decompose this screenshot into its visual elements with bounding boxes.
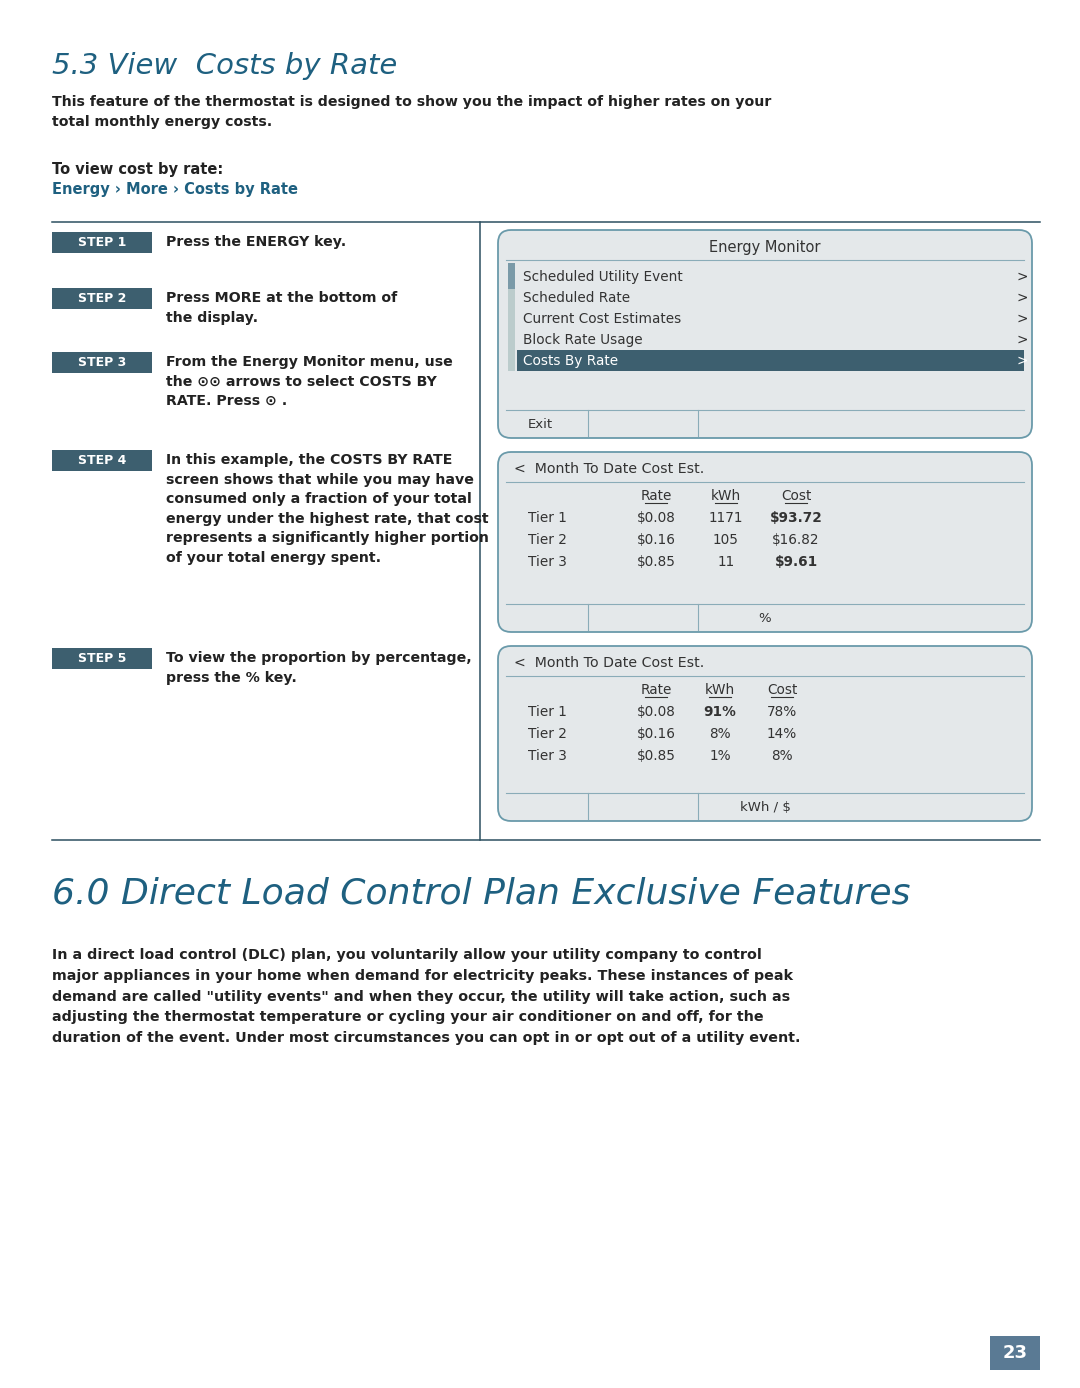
Text: Press MORE at the bottom of
the display.: Press MORE at the bottom of the display. xyxy=(166,291,397,325)
Text: 1171: 1171 xyxy=(708,511,743,525)
FancyBboxPatch shape xyxy=(498,452,1032,632)
Text: 23: 23 xyxy=(1002,1344,1027,1362)
Text: STEP 3: STEP 3 xyxy=(78,355,126,369)
FancyBboxPatch shape xyxy=(498,230,1032,439)
Text: This feature of the thermostat is designed to show you the impact of higher rate: This feature of the thermostat is design… xyxy=(52,94,771,129)
Text: In a direct load control (DLC) plan, you voluntarily allow your utility company : In a direct load control (DLC) plan, you… xyxy=(52,948,800,1045)
Text: Rate: Rate xyxy=(640,489,672,502)
Bar xyxy=(508,262,515,371)
Text: 105: 105 xyxy=(713,533,739,547)
Text: >: > xyxy=(1016,354,1028,368)
Text: 14%: 14% xyxy=(767,727,797,741)
Text: Press the ENERGY key.: Press the ENERGY key. xyxy=(166,235,347,248)
Text: >: > xyxy=(1016,333,1028,347)
Text: 1%: 1% xyxy=(710,750,731,763)
Text: <  Month To Date Cost Est.: < Month To Date Cost Est. xyxy=(514,462,704,476)
Text: Rate: Rate xyxy=(640,683,672,697)
Text: Scheduled Utility Event: Scheduled Utility Event xyxy=(523,269,683,283)
Text: <  Month To Date Cost Est.: < Month To Date Cost Est. xyxy=(514,657,704,670)
Text: $0.16: $0.16 xyxy=(636,533,675,547)
Text: STEP 1: STEP 1 xyxy=(78,236,126,248)
Text: Cost: Cost xyxy=(767,683,797,697)
Text: STEP 2: STEP 2 xyxy=(78,291,126,305)
Text: %: % xyxy=(758,612,771,625)
Text: To view the proportion by percentage,
press the % key.: To view the proportion by percentage, pr… xyxy=(166,651,472,684)
Text: $9.61: $9.61 xyxy=(774,555,818,569)
Text: Block Rate Usage: Block Rate Usage xyxy=(523,333,643,347)
Text: Energy Monitor: Energy Monitor xyxy=(710,240,821,254)
Text: >: > xyxy=(1016,311,1028,326)
Text: $0.85: $0.85 xyxy=(636,555,675,569)
Text: kWh: kWh xyxy=(705,683,735,697)
Text: STEP 4: STEP 4 xyxy=(78,454,126,466)
Text: Energy › More › Costs by Rate: Energy › More › Costs by Rate xyxy=(52,182,298,197)
Text: Tier 1: Tier 1 xyxy=(528,705,567,719)
Bar xyxy=(52,232,152,253)
Text: kWh / $: kWh / $ xyxy=(740,801,791,813)
Text: Current Cost Estimates: Current Cost Estimates xyxy=(523,311,681,326)
Text: To view cost by rate:: To view cost by rate: xyxy=(52,162,224,178)
Text: 5.3 View  Costs by Rate: 5.3 View Costs by Rate xyxy=(52,51,397,81)
Text: $16.82: $16.82 xyxy=(772,533,820,547)
Text: 8%: 8% xyxy=(710,727,731,741)
Text: Exit: Exit xyxy=(527,418,553,430)
Text: 11: 11 xyxy=(717,555,734,569)
Text: $0.08: $0.08 xyxy=(636,511,675,525)
Bar xyxy=(990,1337,1040,1370)
Text: Scheduled Rate: Scheduled Rate xyxy=(523,290,630,304)
Bar xyxy=(517,350,1024,371)
Text: In this example, the COSTS BY RATE
screen shows that while you may have
consumed: In this example, the COSTS BY RATE scree… xyxy=(166,452,489,565)
Text: >: > xyxy=(1016,290,1028,304)
Bar xyxy=(52,450,152,471)
Text: 6.0 Direct Load Control Plan Exclusive Features: 6.0 Direct Load Control Plan Exclusive F… xyxy=(52,876,910,911)
Text: $93.72: $93.72 xyxy=(770,511,822,525)
Text: Tier 3: Tier 3 xyxy=(528,750,567,763)
Text: From the Energy Monitor menu, use
the ⊙⊙ arrows to select COSTS BY
RATE. Press ⊙: From the Energy Monitor menu, use the ⊙⊙… xyxy=(166,355,453,408)
Text: Costs By Rate: Costs By Rate xyxy=(523,354,618,368)
Text: $0.16: $0.16 xyxy=(636,727,675,741)
FancyBboxPatch shape xyxy=(498,645,1032,820)
Text: $0.85: $0.85 xyxy=(636,750,675,763)
Bar xyxy=(52,648,152,669)
Text: $0.08: $0.08 xyxy=(636,705,675,719)
Text: 91%: 91% xyxy=(704,705,737,719)
Bar xyxy=(508,262,515,289)
Text: Tier 3: Tier 3 xyxy=(528,555,567,569)
Text: >: > xyxy=(1016,269,1028,283)
Text: 78%: 78% xyxy=(767,705,797,719)
Text: Tier 2: Tier 2 xyxy=(528,727,567,741)
Text: kWh: kWh xyxy=(711,489,741,502)
Bar xyxy=(52,287,152,310)
Bar xyxy=(52,353,152,373)
Text: Tier 1: Tier 1 xyxy=(528,511,567,525)
Text: Cost: Cost xyxy=(781,489,811,502)
Text: STEP 5: STEP 5 xyxy=(78,652,126,665)
Text: Tier 2: Tier 2 xyxy=(528,533,567,547)
Text: 8%: 8% xyxy=(771,750,793,763)
